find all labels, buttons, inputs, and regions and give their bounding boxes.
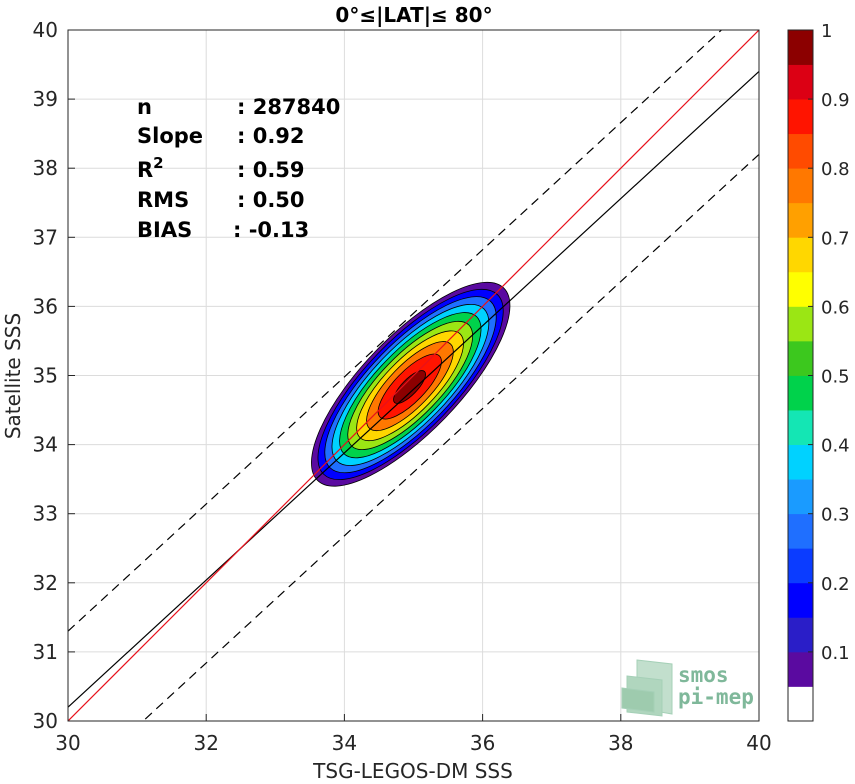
logo-text-pimep: pi-mep bbox=[678, 685, 754, 709]
stat-value: : 0.50 bbox=[237, 188, 305, 212]
x-axis-title: TSG-LEGOS-DM SSS bbox=[312, 759, 513, 783]
y-axis-title: Satellite SSS bbox=[1, 313, 25, 439]
colorbar-tick-label: 0.6 bbox=[821, 297, 850, 318]
colorbar-segment bbox=[788, 237, 813, 273]
colorbar-segment bbox=[788, 479, 813, 515]
axis-ticks: 30 32 34 36 38 40 30 31 32 33 34 35 36 37 38 39 40 bbox=[33, 18, 772, 755]
stat-value: : 287840 bbox=[237, 95, 340, 119]
stats-box: n : 287840 Slope : 0.92 R2 : 0.59 RMS : 0.50 BIA… bbox=[137, 95, 340, 242]
grid bbox=[68, 30, 759, 721]
colorbar-segment bbox=[788, 306, 813, 342]
stat-label: Slope bbox=[137, 124, 203, 148]
x-tick-label: 38 bbox=[608, 731, 633, 755]
colorbar-segment bbox=[788, 513, 813, 549]
stat-value: : 0.92 bbox=[237, 124, 305, 148]
x-tick-label: 32 bbox=[193, 731, 218, 755]
stat-label: R2 bbox=[137, 154, 164, 182]
stat-label: BIAS bbox=[137, 218, 192, 242]
colorbar-tick-label: 0.5 bbox=[821, 367, 850, 388]
y-tick-label: 30 bbox=[33, 709, 58, 733]
y-tick-label: 36 bbox=[33, 294, 58, 318]
y-tick-label: 35 bbox=[33, 364, 58, 388]
colorbar-tick-label: 0.2 bbox=[821, 574, 850, 595]
identity-line bbox=[68, 30, 759, 721]
colorbar-segment bbox=[788, 99, 813, 135]
x-tick-label: 34 bbox=[332, 731, 357, 755]
logo-mark-icon bbox=[621, 659, 673, 717]
colorbar-tick-label: 0.1 bbox=[821, 643, 850, 664]
regression-line bbox=[68, 71, 759, 708]
stat-label-superscript: 2 bbox=[153, 154, 163, 172]
lower-bound-line bbox=[142, 153, 759, 721]
colorbar-segment bbox=[788, 168, 813, 204]
colorbar-segment bbox=[788, 410, 813, 445]
y-tick-label: 34 bbox=[33, 433, 58, 457]
stat-value: : 0.59 bbox=[237, 158, 305, 182]
y-tick-label: 38 bbox=[33, 156, 58, 180]
reference-lines bbox=[68, 30, 759, 721]
stat-label: RMS bbox=[137, 188, 189, 212]
colorbar-tick-label: 1 bbox=[821, 21, 832, 42]
colorbar-segment bbox=[788, 444, 813, 480]
chart-title: 0°≤|LAT|≤ 80° bbox=[335, 3, 492, 27]
colorbar-segment bbox=[788, 133, 813, 169]
colorbar-segment bbox=[788, 271, 813, 307]
y-tick-label: 33 bbox=[33, 502, 58, 526]
upper-bound-line bbox=[68, 30, 723, 632]
colorbar-segment bbox=[788, 651, 813, 687]
contour-level bbox=[393, 370, 426, 404]
colorbar-tick-label: 0.8 bbox=[821, 159, 850, 180]
stat-label: n bbox=[137, 95, 152, 119]
colorbar-segment bbox=[788, 548, 813, 584]
colorbar-segment bbox=[788, 30, 813, 65]
colorbar-segment bbox=[788, 617, 813, 653]
x-tick-label: 40 bbox=[746, 731, 771, 755]
colorbar-segment bbox=[788, 582, 813, 618]
colorbar-tick-label: 0.9 bbox=[821, 90, 850, 111]
colorbar-segment bbox=[788, 340, 813, 376]
colorbar-segment bbox=[788, 64, 813, 100]
colorbar-segment bbox=[788, 202, 813, 238]
x-tick-label: 36 bbox=[470, 731, 495, 755]
colorbar-segment bbox=[788, 686, 813, 722]
colorbar: 0.1 0.2 0.3 0.4 0.5 0.6 0.7 0.8 0.9 1 bbox=[787, 21, 850, 722]
y-tick-label: 40 bbox=[33, 18, 58, 42]
colorbar-tick-label: 0.4 bbox=[821, 436, 850, 457]
y-tick-label: 32 bbox=[33, 571, 58, 595]
colorbar-tick-label: 0.3 bbox=[821, 505, 850, 526]
density-contours bbox=[311, 281, 511, 487]
smos-pimep-logo: smos pi-mep bbox=[621, 659, 754, 717]
x-tick-label: 30 bbox=[55, 731, 80, 755]
y-tick-label: 39 bbox=[33, 87, 58, 111]
y-tick-label: 37 bbox=[33, 225, 58, 249]
logo-text-smos: smos bbox=[678, 663, 729, 687]
colorbar-segment bbox=[788, 375, 813, 411]
y-tick-label: 31 bbox=[33, 640, 58, 664]
stat-value: : -0.13 bbox=[233, 218, 309, 242]
colorbar-tick-label: 0.7 bbox=[821, 228, 850, 249]
